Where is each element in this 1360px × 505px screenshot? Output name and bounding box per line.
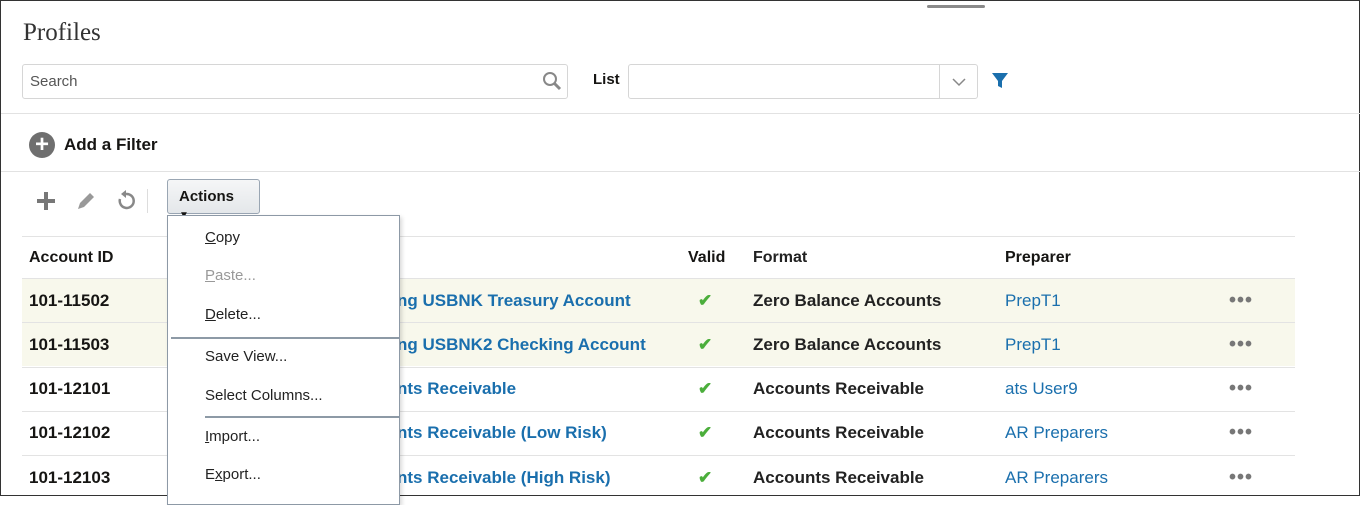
cell-account-id: 101-12102	[29, 423, 111, 443]
cell-preparer-link[interactable]: PrepT1	[1005, 290, 1061, 310]
cell-name-link[interactable]: nts Receivable (Low Risk)	[397, 423, 607, 443]
filter-icon[interactable]	[991, 72, 1009, 90]
menu-separator	[205, 416, 399, 418]
actions-label: Actions	[179, 188, 235, 205]
col-preparer[interactable]: Preparer	[1005, 248, 1071, 266]
table-row[interactable]: 101-12101 nts Receivable ✔ Accounts Receiva…	[22, 366, 1295, 411]
more-actions-icon[interactable]: •••	[1229, 377, 1254, 400]
more-actions-icon[interactable]: •••	[1229, 333, 1254, 356]
menu-item-export[interactable]: Export...	[205, 466, 261, 483]
actions-menu-button[interactable]: Actions ▼	[167, 179, 260, 221]
menu-item-delete[interactable]: Delete...	[205, 306, 261, 323]
add-icon[interactable]	[34, 189, 58, 213]
divider	[1, 113, 1360, 114]
cell-format: Accounts Receivable	[753, 467, 925, 487]
add-filter-button[interactable]: + Add a Filter	[29, 132, 158, 158]
chevron-down-icon[interactable]	[939, 65, 977, 98]
cell-name-link[interactable]: ng USBNK Treasury Account	[397, 290, 631, 310]
page-title: Profiles	[23, 19, 101, 46]
valid-check-icon: ✔	[698, 423, 713, 443]
cell-account-id: 101-11502	[29, 290, 110, 310]
menu-separator	[171, 337, 399, 339]
valid-check-icon: ✔	[698, 467, 713, 487]
valid-check-icon: ✔	[698, 379, 713, 399]
table-row[interactable]: 101-12102 nts Receivable (Low Risk) ✔ Accou…	[22, 410, 1295, 455]
search-placeholder: Search	[30, 73, 78, 90]
divider	[1, 171, 1360, 172]
cell-account-id: 101-12103	[29, 467, 111, 487]
valid-check-icon: ✔	[698, 334, 713, 354]
edit-pencil-icon[interactable]	[74, 189, 98, 213]
search-icon[interactable]	[541, 70, 563, 92]
more-actions-icon[interactable]: •••	[1229, 289, 1254, 311]
search-input[interactable]: Search	[22, 64, 568, 99]
table-row[interactable]: 101-12103 nts Receivable (High Risk) ✔ Acco…	[22, 455, 1295, 499]
valid-check-icon: ✔	[698, 290, 713, 310]
cell-preparer-link[interactable]: AR Preparers	[1005, 423, 1108, 443]
cell-name-link[interactable]: nts Receivable	[397, 379, 517, 399]
menu-item-save-view[interactable]: Save View...	[205, 348, 288, 365]
menu-item-paste: Paste...	[205, 267, 256, 284]
col-account-id[interactable]: Account ID	[29, 248, 114, 266]
cell-preparer-link[interactable]: PrepT1	[1005, 334, 1061, 354]
cell-format: Accounts Receivable	[753, 423, 925, 443]
cell-name-link[interactable]: nts Receivable (High Risk)	[397, 467, 611, 487]
menu-item-import[interactable]: Import...	[205, 428, 261, 445]
plus-circle-icon: +	[29, 132, 55, 158]
list-select[interactable]	[628, 64, 978, 99]
cell-format: Zero Balance Accounts	[753, 290, 942, 310]
menu-item-select-columns[interactable]: Select Columns...	[205, 387, 323, 404]
cell-name-link[interactable]: ng USBNK2 Checking Account	[397, 334, 646, 354]
refresh-icon[interactable]	[114, 189, 138, 213]
cell-preparer-link[interactable]: AR Preparers	[1005, 467, 1108, 487]
col-valid[interactable]: Valid	[688, 248, 726, 266]
list-label: List	[593, 71, 620, 88]
more-actions-icon[interactable]: •••	[1229, 421, 1254, 444]
actions-dropdown-menu: Copy Paste... Delete... Save View... Sel…	[167, 215, 400, 505]
cell-account-id: 101-11503	[29, 334, 110, 354]
cell-format: Zero Balance Accounts	[753, 334, 942, 354]
toolbar-separator	[147, 189, 148, 213]
add-filter-label: Add a Filter	[64, 135, 158, 154]
cell-account-id: 101-12101	[29, 379, 111, 399]
col-format[interactable]: Format	[753, 248, 808, 266]
table-header: Account ID Valid Format Preparer	[22, 236, 1295, 278]
resize-handle[interactable]	[927, 5, 985, 8]
cell-format: Accounts Receivable	[753, 379, 925, 399]
more-actions-icon[interactable]: •••	[1229, 466, 1254, 489]
cell-preparer-link[interactable]: ats User9	[1005, 379, 1078, 399]
menu-item-copy[interactable]: Copy	[205, 229, 241, 246]
